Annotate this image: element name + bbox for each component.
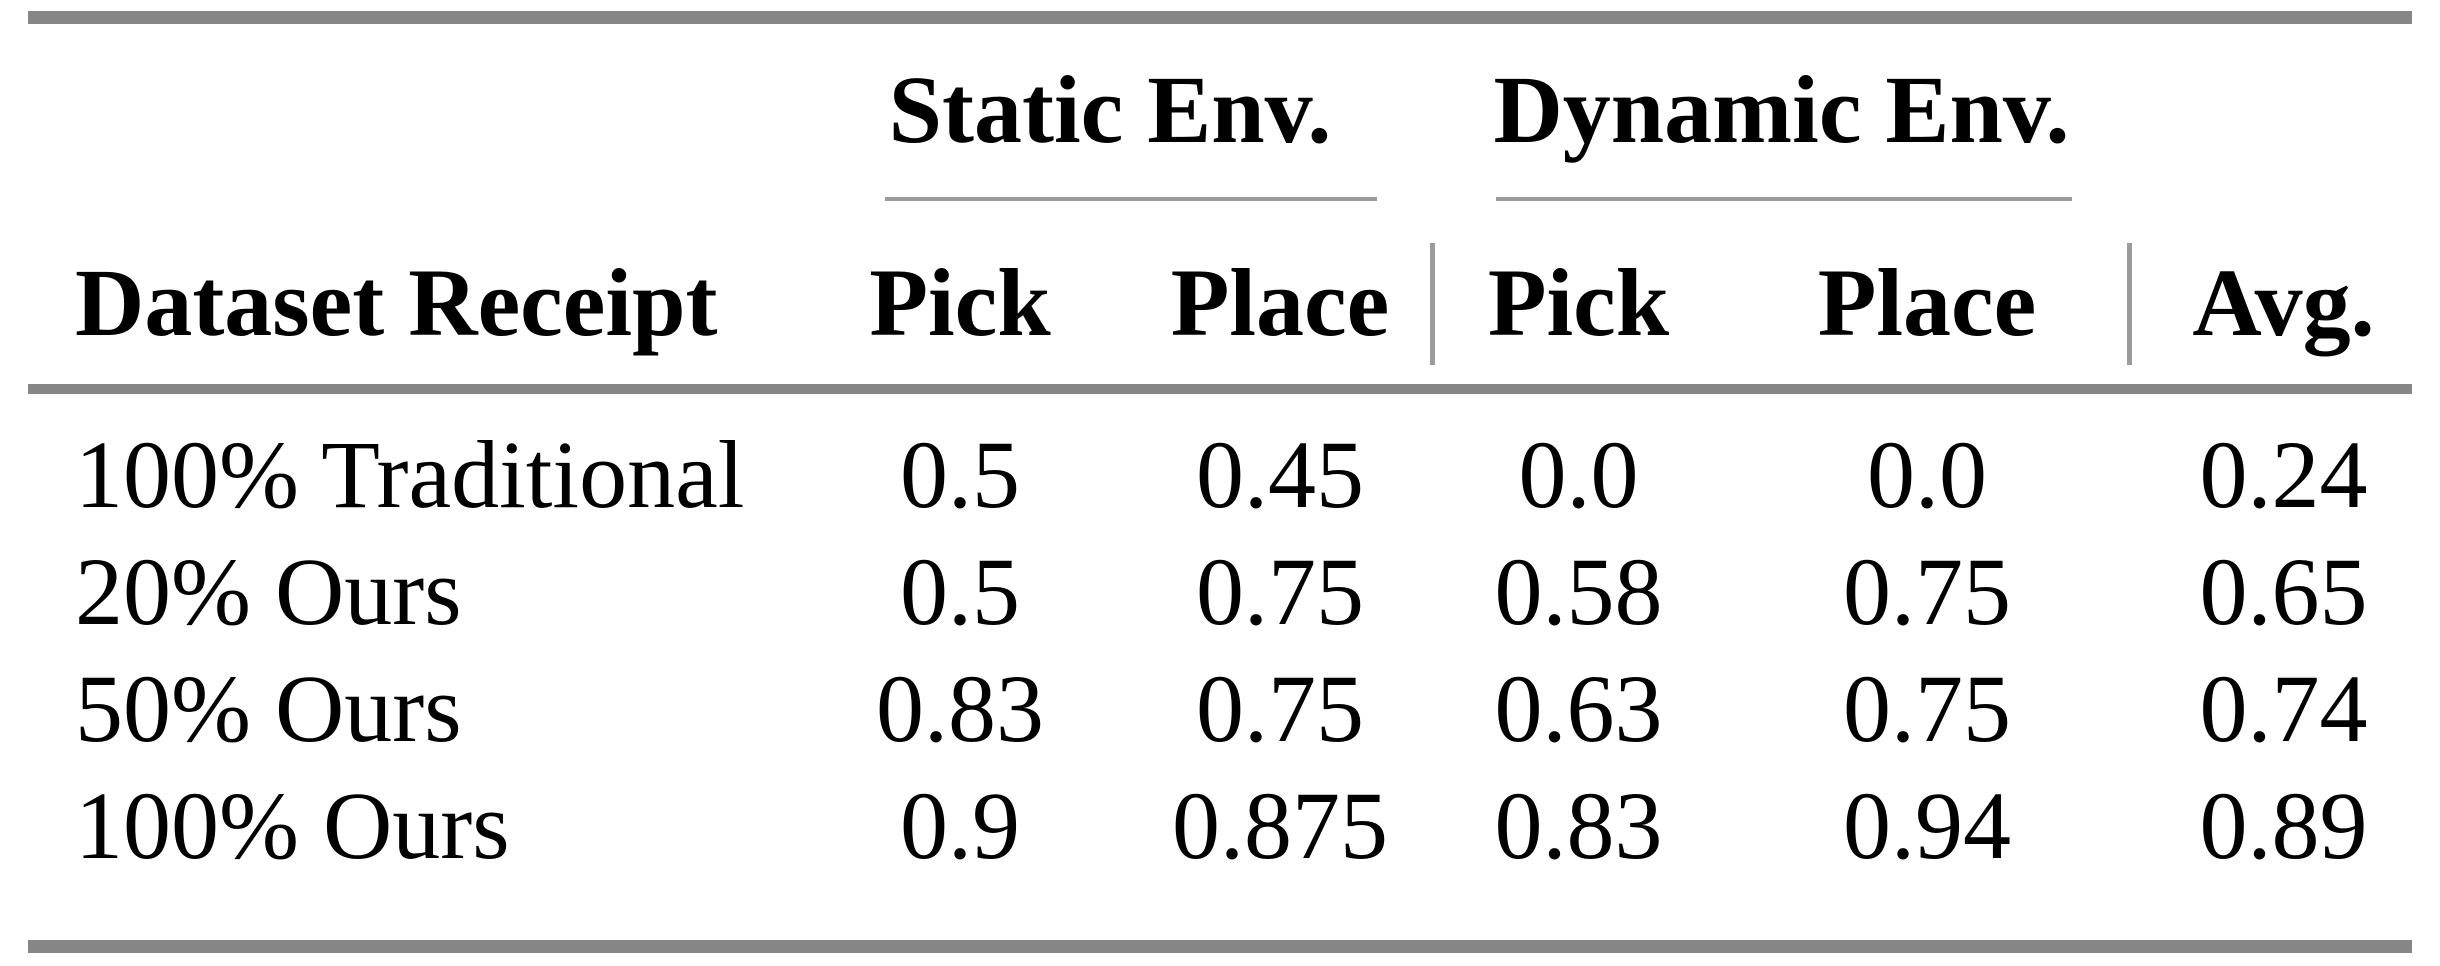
cell-dynamic-pick: 0.58 — [1494, 538, 1663, 645]
cell-static-pick: 0.83 — [876, 655, 1044, 762]
row-label: 100% Traditional — [75, 421, 745, 528]
col-header-dynamic-place: Place — [1817, 249, 2037, 356]
table-top-rule — [28, 11, 2412, 24]
table-row: 50% Ours 0.83 0.75 0.63 0.75 0.74 — [0, 650, 2440, 767]
cmidrule-static-env — [885, 197, 1377, 201]
group-header-dynamic-env: Dynamic Env. — [1493, 56, 2070, 163]
cell-avg: 0.65 — [2199, 538, 2368, 645]
cell-dynamic-pick: 0.83 — [1494, 772, 1663, 879]
cell-dynamic-place: 0.75 — [1843, 538, 2011, 645]
row-label: 20% Ours — [75, 538, 462, 645]
col-header-avg: Avg. — [2192, 249, 2375, 356]
cell-dynamic-place: 0.0 — [1867, 421, 1987, 528]
cell-static-pick: 0.5 — [900, 538, 1020, 645]
table-bottom-rule — [28, 940, 2412, 953]
col-header-dynamic-pick: Pick — [1487, 249, 1670, 356]
cell-static-place: 0.45 — [1196, 421, 1364, 528]
table-row: 100% Traditional 0.5 0.45 0.0 0.0 0.24 — [0, 416, 2440, 533]
cell-dynamic-pick: 0.63 — [1494, 655, 1663, 762]
table-row: 20% Ours 0.5 0.75 0.58 0.75 0.65 — [0, 533, 2440, 650]
cell-static-place: 0.875 — [1172, 772, 1388, 879]
row-label: 50% Ours — [75, 655, 462, 762]
cell-avg: 0.74 — [2199, 655, 2368, 762]
cell-avg: 0.89 — [2199, 772, 2368, 879]
col-header-dataset-receipt: Dataset Receipt — [75, 249, 718, 356]
table-mid-rule — [28, 384, 2412, 394]
cell-static-pick: 0.9 — [900, 772, 1020, 879]
column-header-row: Dataset Receipt Pick Place Pick Place Av… — [0, 247, 2440, 359]
table-body: 100% Traditional 0.5 0.45 0.0 0.0 0.24 2… — [0, 416, 2440, 884]
group-header-static-env: Static Env. — [888, 56, 1332, 163]
col-header-static-place: Place — [1170, 249, 1390, 356]
cell-dynamic-place: 0.94 — [1843, 772, 2011, 879]
cell-dynamic-place: 0.75 — [1843, 655, 2011, 762]
header-vertical-separator-static-dynamic — [1430, 243, 1435, 365]
cell-dynamic-pick: 0.0 — [1518, 421, 1639, 528]
row-label: 100% Ours — [75, 772, 510, 879]
table-row: 100% Ours 0.9 0.875 0.83 0.94 0.89 — [0, 767, 2440, 884]
cell-static-pick: 0.5 — [900, 421, 1020, 528]
col-header-static-pick: Pick — [869, 249, 1051, 356]
cell-avg: 0.24 — [2199, 421, 2368, 528]
cell-static-place: 0.75 — [1196, 655, 1364, 762]
header-vertical-separator-avg — [2127, 243, 2132, 365]
cmidrule-dynamic-env — [1496, 197, 2072, 201]
cell-static-place: 0.75 — [1196, 538, 1364, 645]
